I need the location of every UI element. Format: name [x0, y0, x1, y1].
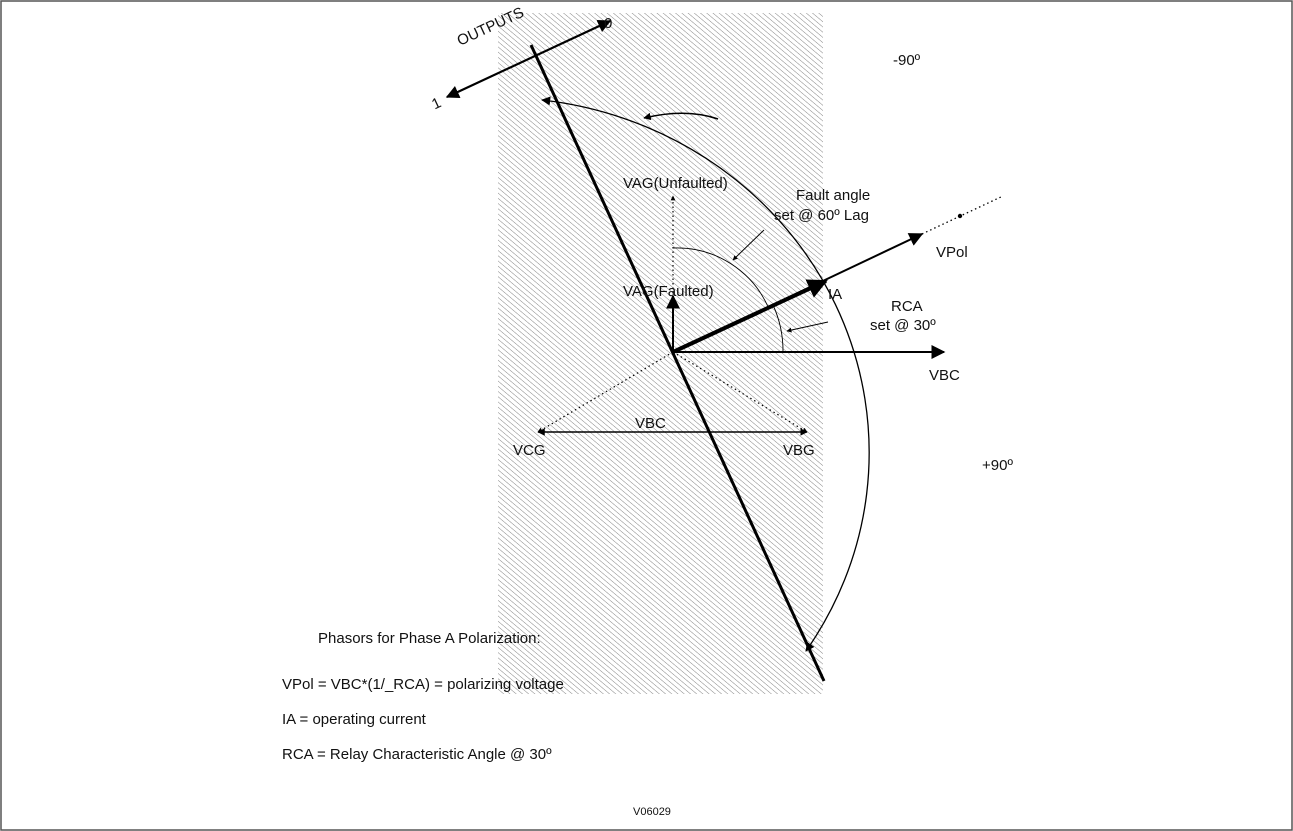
minus-90-label: -90º [893, 52, 921, 69]
vpol-definition: VPol = VBC*(1/_RCA) = polarizing voltage [282, 676, 564, 693]
ia-phasor [672, 279, 828, 354]
ia-definition: IA = operating current [282, 711, 426, 728]
vbg-label: VBG [783, 442, 815, 459]
plus-90-label: +90º [982, 457, 1013, 474]
vpol-extension [921, 195, 1004, 235]
rca-definition: RCA = Relay Characteristic Angle @ 30º [282, 746, 552, 763]
vbc-right-label: VBC [929, 367, 960, 384]
ia-label: IA [828, 286, 842, 303]
vag-unfaulted-label: VAG(Unfaulted) [623, 175, 728, 192]
rca-label-1: RCA [891, 298, 923, 315]
fault-angle-label-2: set @ 60º Lag [774, 207, 869, 224]
outputs-arrow [445, 20, 612, 98]
vpol-arc-intersection [957, 213, 963, 219]
vag-faulted-label: VAG(Faulted) [623, 283, 714, 300]
notes-heading: Phasors for Phase A Polarization: [318, 630, 541, 647]
figure-id: V06029 [633, 806, 671, 818]
fault-angle-arc [672, 247, 770, 310]
vbc-bottom-label: VBC [635, 415, 666, 432]
sweep-arc [541, 96, 870, 652]
rca-label-2: set @ 30º [870, 317, 936, 334]
fault-angle-leader [732, 229, 765, 261]
fault-angle-label-1: Fault angle [796, 187, 870, 204]
rotation-arrow [643, 112, 719, 121]
vcg-phasor [537, 351, 674, 433]
output-zero-label: 0 [604, 15, 612, 32]
rca-arc [772, 304, 784, 353]
output-one-label: 1 [429, 94, 444, 113]
rca-leader [786, 321, 829, 333]
vpol-label: VPol [936, 244, 968, 261]
zero-torque-line [529, 44, 826, 682]
vcg-label: VCG [513, 442, 546, 459]
